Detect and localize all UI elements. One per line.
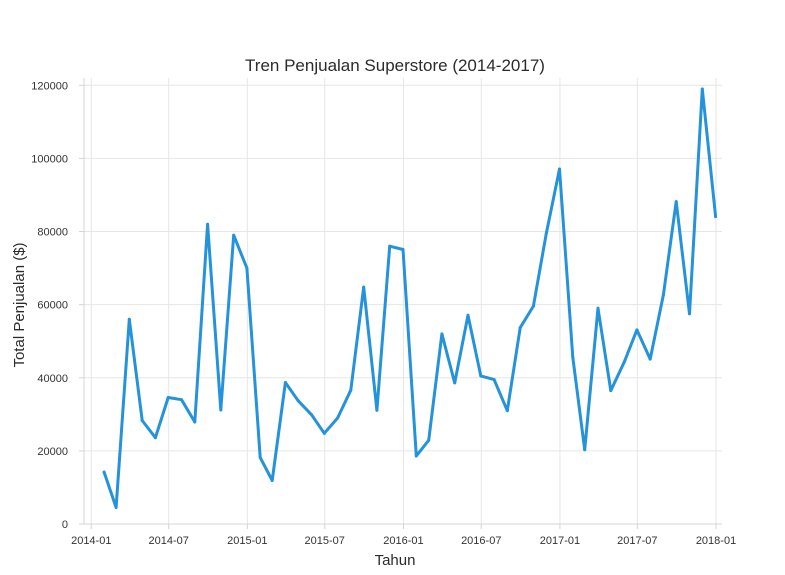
x-tick-label: 2017-07 (617, 535, 657, 547)
data-point (193, 420, 197, 424)
data-point (571, 355, 575, 359)
data-point (258, 455, 262, 459)
data-point (140, 419, 144, 423)
data-point (296, 399, 300, 403)
y-tick-label: 0 (62, 519, 68, 531)
tick-labels: 0 20000 40000 60000 80000 100000 120000 2014-01… (31, 80, 736, 547)
data-point (349, 388, 353, 392)
data-point (583, 448, 587, 452)
data-point (544, 231, 548, 235)
data-point (661, 293, 665, 297)
x-tick-label: 2016-07 (461, 535, 501, 547)
data-point (127, 317, 131, 321)
data-point (179, 398, 183, 402)
y-tick-label: 40000 (37, 373, 68, 385)
x-tick-label: 2017-01 (540, 535, 580, 547)
data-point (518, 326, 522, 330)
data-point (245, 266, 249, 270)
y-tick-label: 60000 (37, 300, 68, 312)
data-point (322, 431, 326, 435)
x-tick-label: 2014-07 (148, 535, 188, 547)
axes (79, 78, 722, 529)
y-axis-label: Total Penjualan ($) (11, 242, 28, 367)
series-line (102, 87, 718, 509)
data-point (414, 454, 418, 458)
x-tick-label: 2014-01 (71, 535, 111, 547)
data-point (166, 396, 170, 400)
series-layer (102, 87, 718, 510)
data-point (609, 389, 613, 393)
data-point (453, 381, 457, 385)
x-axis-label: Tahun (375, 552, 416, 569)
data-point (206, 222, 210, 226)
y-tick-label: 120000 (31, 80, 68, 92)
data-point (362, 285, 366, 289)
data-point (375, 408, 379, 412)
data-point (648, 357, 652, 361)
x-tick-label: 2015-07 (305, 535, 345, 547)
data-point (336, 416, 340, 420)
data-point (102, 470, 106, 474)
data-point (479, 374, 483, 378)
data-point (558, 167, 562, 171)
data-point (688, 312, 692, 316)
data-point (466, 313, 470, 317)
data-point (596, 306, 600, 310)
data-point (283, 381, 287, 385)
data-point (388, 244, 392, 248)
y-tick-label: 20000 (37, 446, 68, 458)
data-point (270, 478, 274, 482)
data-point (440, 332, 444, 336)
y-tick-label: 100000 (31, 153, 68, 165)
grid (84, 78, 722, 525)
y-tick-label: 80000 (37, 227, 68, 239)
data-point (622, 360, 626, 364)
data-point (219, 408, 223, 412)
data-point (505, 409, 509, 413)
x-tick-label: 2018-01 (696, 535, 736, 547)
chart-title: Tren Penjualan Superstore (2014-2017) (245, 56, 545, 75)
data-point (401, 247, 405, 251)
data-point (492, 378, 496, 382)
x-tick-label: 2016-01 (383, 535, 423, 547)
data-point (427, 438, 431, 442)
data-point (635, 328, 639, 332)
data-point (700, 87, 704, 91)
data-point (531, 304, 535, 308)
data-point (674, 200, 678, 204)
data-point (232, 233, 236, 237)
data-point (309, 413, 313, 417)
data-point (153, 436, 157, 440)
x-tick-label: 2015-01 (227, 535, 267, 547)
data-point (714, 215, 718, 219)
data-point (114, 506, 118, 510)
